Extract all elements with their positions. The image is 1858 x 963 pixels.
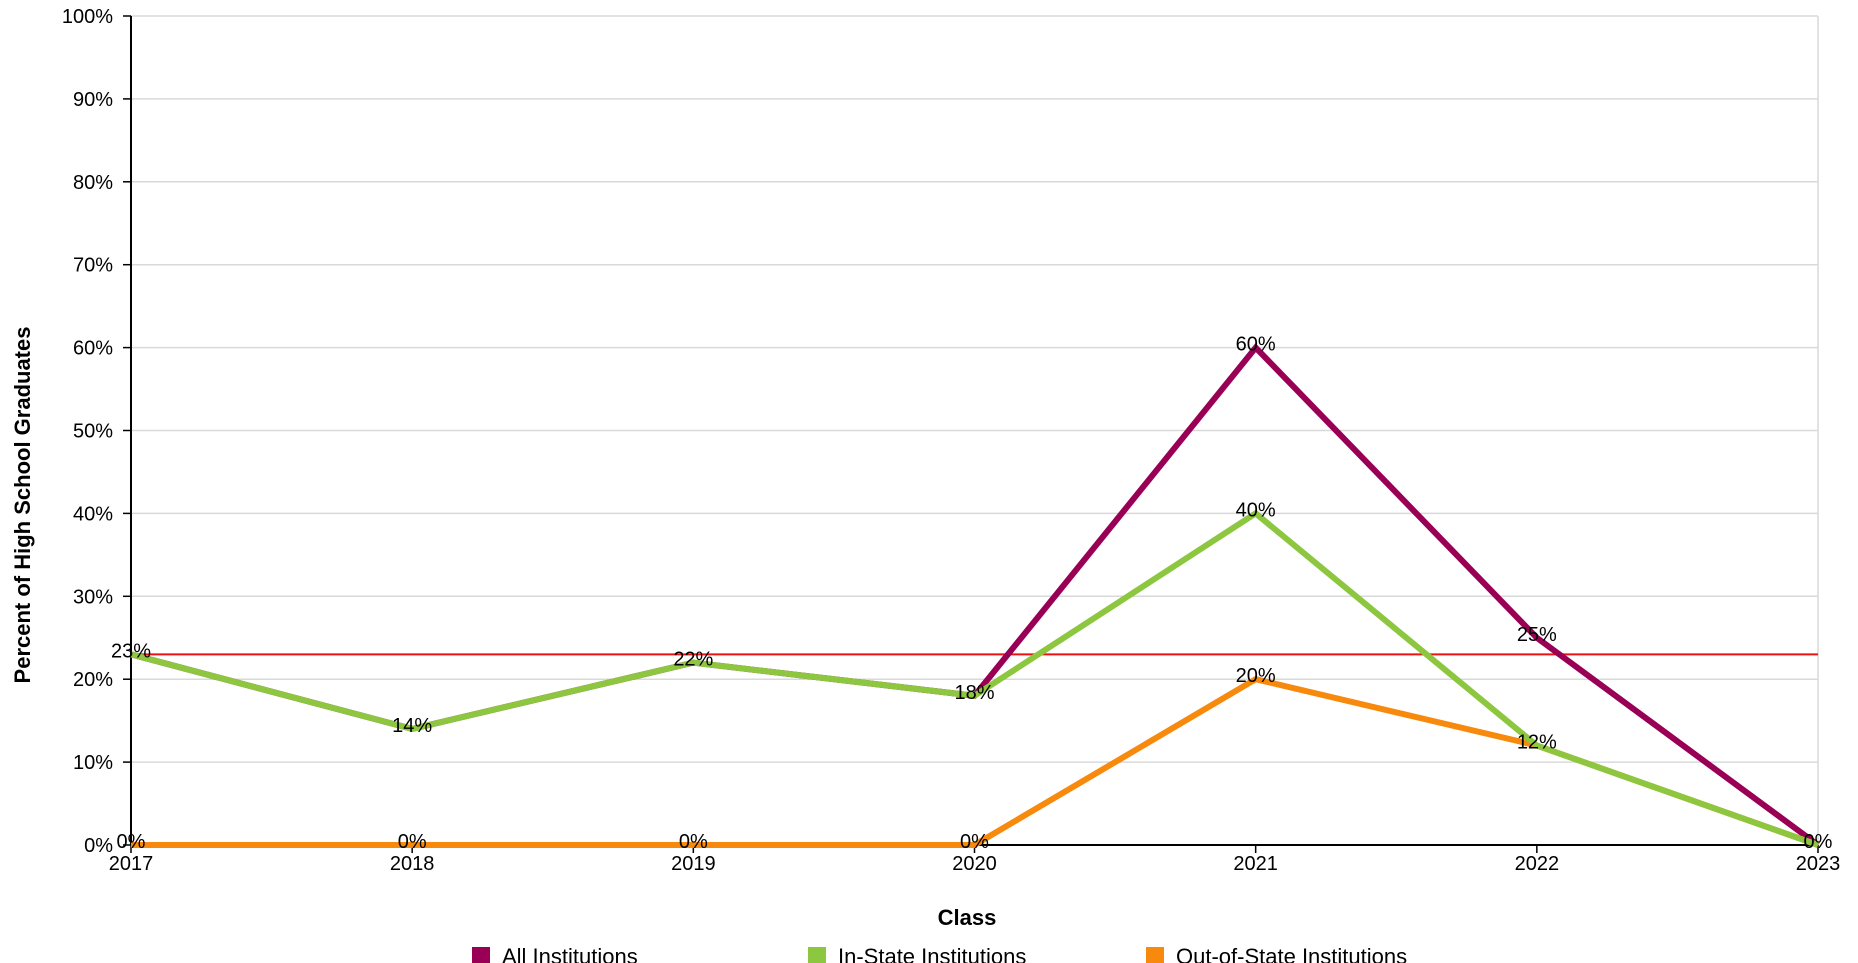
x-axis-ticks: 2017 2018 2019 2020 2021 2022 2023 — [109, 845, 1841, 875]
y-axis-ticks: 0% 10% 20% 30% 40% 50% 60% 70% 80% 90% 100% — [62, 6, 131, 857]
data-labels: 23% 14% 22% 18% 60% 25% 0% 40% 12% 0% 0% 0% 0% 20% — [111, 334, 1833, 853]
legend: All Institutions In-State Institutions Out… — [472, 944, 1407, 963]
y-tick-label: 80% — [73, 172, 113, 194]
legend-label: In-State Institutions — [838, 944, 1026, 963]
y-tick-label: 90% — [73, 89, 113, 111]
y-tick-label: 0% — [84, 835, 113, 857]
y-tick-label: 10% — [73, 752, 113, 774]
y-tick-label: 60% — [73, 338, 113, 360]
y-tick-label: 50% — [73, 421, 113, 443]
y-tick-label: 30% — [73, 586, 113, 608]
data-label: 0% — [960, 831, 989, 853]
data-label: 23% — [111, 640, 151, 662]
data-label: 40% — [1236, 499, 1276, 521]
data-label: 20% — [1236, 665, 1276, 687]
data-label: 25% — [1517, 624, 1557, 646]
x-tick-label: 2020 — [952, 853, 997, 875]
legend-swatch — [808, 947, 826, 963]
x-tick-label: 2019 — [671, 853, 716, 875]
data-label: 0% — [679, 831, 708, 853]
data-label: 12% — [1517, 732, 1557, 754]
legend-swatch — [472, 947, 490, 963]
data-label: 0% — [117, 831, 146, 853]
y-tick-label: 100% — [62, 6, 113, 28]
data-label: 60% — [1236, 334, 1276, 356]
y-tick-label: 40% — [73, 503, 113, 525]
x-tick-label: 2023 — [1796, 853, 1841, 875]
data-label: 22% — [673, 649, 713, 671]
y-axis-title: Percent of High School Graduates — [10, 327, 35, 684]
series-lines — [130, 343, 1820, 848]
y-tick-label: 20% — [73, 669, 113, 691]
legend-label: All Institutions — [502, 944, 638, 963]
legend-label: Out-of-State Institutions — [1176, 944, 1407, 963]
x-tick-label: 2017 — [109, 853, 154, 875]
x-tick-label: 2022 — [1515, 853, 1560, 875]
data-label: 0% — [1804, 831, 1833, 853]
x-tick-label: 2018 — [390, 853, 435, 875]
data-label: 14% — [392, 715, 432, 737]
x-tick-label: 2021 — [1233, 853, 1278, 875]
grid-lines — [131, 15, 1819, 845]
legend-swatch — [1146, 947, 1164, 963]
x-axis-title: Class — [938, 905, 997, 930]
data-label: 18% — [954, 682, 994, 704]
y-tick-label: 70% — [73, 255, 113, 277]
series-line-in-state-institutions — [130, 509, 1820, 848]
data-label: 0% — [398, 831, 427, 853]
